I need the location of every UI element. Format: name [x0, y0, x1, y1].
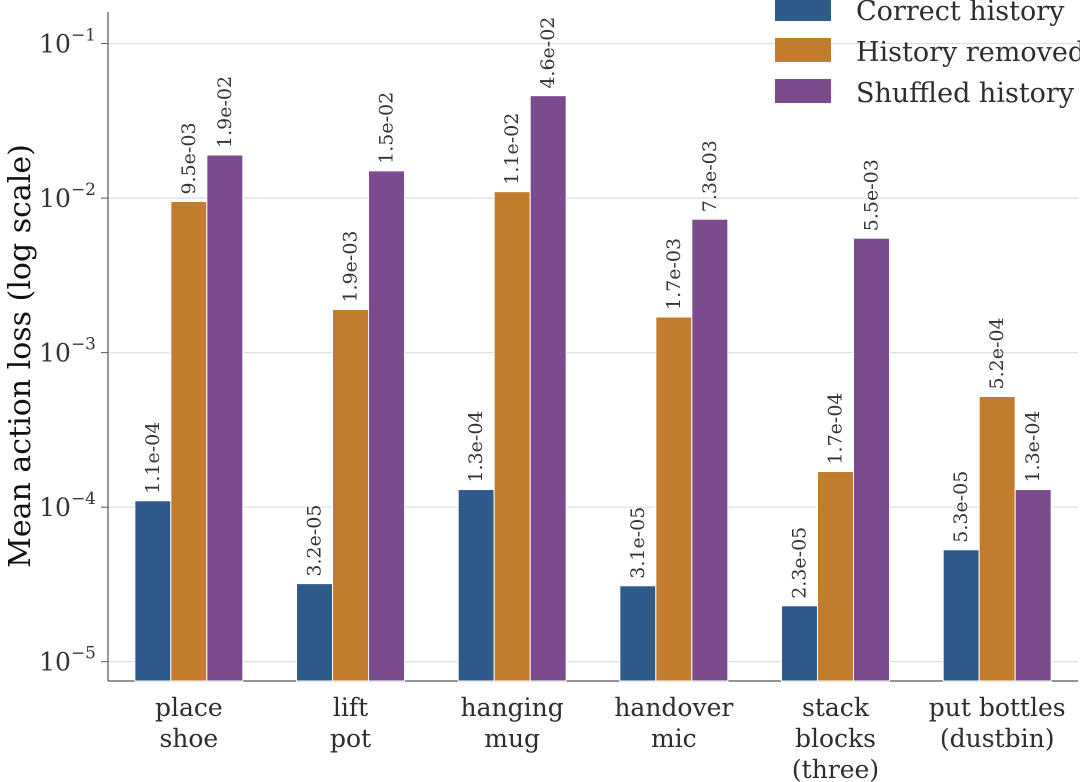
bar [691, 218, 729, 682]
x-tick-label: put bottles [929, 693, 1066, 722]
bar [134, 500, 172, 682]
data-label: 3.1e-05 [627, 507, 649, 579]
data-label: 5.2e-04 [986, 317, 1008, 389]
y-tick-label: 10−1 [39, 26, 96, 59]
data-label: 1.5e-02 [376, 92, 398, 164]
legend-swatch [775, 79, 831, 103]
bar [619, 585, 657, 682]
bar [206, 154, 244, 682]
x-tick-label: lift [333, 693, 368, 722]
bar [368, 170, 405, 682]
data-label: 1.3e-04 [1022, 410, 1044, 482]
x-tick-label: mug [484, 724, 540, 753]
bar [1014, 489, 1052, 682]
x-tick-label: (dustbin) [940, 724, 1055, 753]
x-tick-label: pot [330, 724, 371, 753]
data-label: 1.1e-04 [142, 422, 164, 494]
y-tick-label: 10−4 [39, 489, 96, 522]
axes [101, 12, 1078, 682]
bar [853, 237, 890, 682]
legend-swatch [775, 38, 831, 62]
y-axis-label: Mean action loss (log scale) [3, 144, 38, 568]
data-labels: 1.1e-04 9.5e-03 1.9e-02 3.2e-05 1.9e-03 1.5e-… [142, 17, 1044, 599]
x-tick-label: handover [614, 693, 733, 722]
bar [332, 309, 369, 682]
data-label: 1.9e-03 [340, 230, 362, 302]
data-label: 1.7e-03 [663, 238, 685, 310]
bar [781, 605, 818, 682]
data-label: 5.5e-03 [861, 159, 883, 231]
grid-layer [108, 42, 1078, 663]
data-label: 5.3e-05 [950, 471, 972, 543]
data-label: 3.2e-05 [304, 505, 326, 577]
legend: Correct history History removed Shuffled h… [775, 0, 1080, 109]
data-label: 1.7e-04 [825, 392, 847, 464]
bar [296, 583, 333, 682]
x-tick-label: (three) [792, 755, 879, 782]
bar [529, 95, 567, 682]
data-label: 4.6e-02 [537, 17, 559, 89]
data-label: 9.5e-03 [178, 122, 200, 194]
y-tick-label: 10−2 [39, 180, 96, 213]
data-label: 1.1e-02 [501, 113, 523, 185]
data-label: 1.3e-04 [465, 410, 487, 482]
data-label: 7.3e-03 [699, 140, 721, 212]
y-tick-label: 10−5 [39, 644, 96, 677]
x-tick-label: hanging [461, 693, 564, 722]
x-tick-label: stack [802, 693, 870, 722]
x-tick-label: place [155, 693, 223, 722]
bar [817, 471, 854, 682]
bar [170, 201, 208, 682]
legend-label: Shuffled history [856, 78, 1075, 109]
y-tick-labels: 10−5 10−4 10−3 10−2 10−1 [39, 26, 96, 677]
data-label: 2.3e-05 [789, 527, 811, 599]
bar [978, 396, 1016, 682]
y-tick-label: 10−3 [39, 335, 96, 368]
x-tick-label: blocks [795, 724, 876, 753]
bar [457, 489, 495, 682]
x-tick-label: shoe [159, 724, 218, 753]
x-tick-label: mic [651, 724, 697, 753]
data-label: 1.9e-02 [214, 76, 236, 148]
bar [493, 191, 531, 682]
bar [655, 316, 693, 682]
bars [134, 95, 1052, 682]
bar [942, 549, 980, 682]
legend-label: Correct history [856, 0, 1065, 27]
legend-swatch [775, 0, 831, 21]
legend-label: History removed [856, 37, 1080, 68]
